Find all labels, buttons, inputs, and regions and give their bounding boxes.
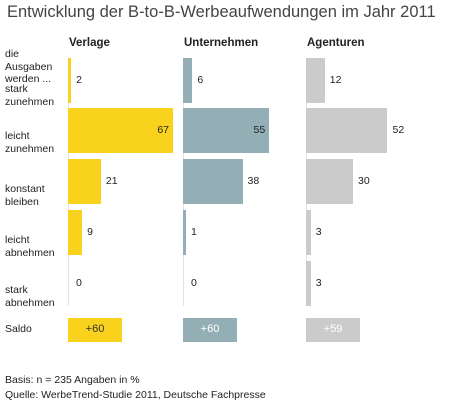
- value-label-unternehmen-leicht-zunehmen: 55: [253, 123, 266, 136]
- bar-verlage-leicht-zunehmen: [68, 108, 173, 153]
- row-label-stark-zunehmen: stark zunehmen: [5, 83, 55, 108]
- saldo-value-agenturen: +59: [323, 323, 343, 335]
- value-label-verlage-konstant-bleiben: 21: [105, 174, 118, 187]
- saldo-bar-verlage: [68, 318, 122, 342]
- saldo-value-unternehmen: +60: [200, 323, 220, 335]
- bar-unternehmen-leicht-abnehmen: [183, 210, 186, 255]
- bar-unternehmen-stark-zunehmen: [183, 58, 193, 103]
- column-header-agenturen: Agenturen: [307, 37, 365, 49]
- column-header-unternehmen: Unternehmen: [184, 37, 259, 49]
- chart-title: Entwicklung der B-to-B-Werbeaufwendungen…: [7, 3, 436, 21]
- value-label-verlage-leicht-abnehmen: 9: [87, 225, 93, 238]
- row-label-konstant-bleiben: konstant bleiben: [5, 183, 45, 208]
- value-label-agenturen-stark-abnehmen: 3: [315, 276, 322, 289]
- value-label-agenturen-stark-zunehmen: 12: [329, 73, 342, 86]
- value-label-verlage-stark-zunehmen: 2: [76, 73, 82, 86]
- value-label-unternehmen-konstant-bleiben: 38: [247, 174, 260, 187]
- bar-agenturen-leicht-zunehmen: [306, 108, 388, 153]
- bar-verlage-leicht-abnehmen: [68, 210, 83, 255]
- saldo-bar-agenturen: [306, 318, 360, 342]
- bar-agenturen-stark-zunehmen: [306, 58, 325, 103]
- footnote-basis: Basis: n = 235 Angaben in %: [5, 374, 140, 386]
- value-label-agenturen-leicht-zunehmen: 52: [392, 123, 405, 136]
- bar-verlage-stark-zunehmen: [68, 58, 72, 103]
- saldo-value-verlage: +60: [85, 323, 105, 335]
- bar-verlage-konstant-bleiben: [68, 159, 101, 204]
- value-label-verlage-leicht-zunehmen: 67: [157, 123, 169, 136]
- footnote-source: Quelle: WerbeTrend-Studie 2011, Deutsche…: [5, 389, 266, 401]
- value-label-verlage-stark-abnehmen: 0: [76, 276, 82, 289]
- bar-agenturen-leicht-abnehmen: [306, 210, 311, 255]
- row-label-saldo: Saldo: [5, 323, 32, 335]
- bar-agenturen-stark-abnehmen: [306, 261, 311, 306]
- row-label-leicht-zunehmen: leicht zunehmen: [5, 130, 55, 155]
- value-label-unternehmen-stark-zunehmen: 6: [197, 73, 204, 86]
- value-label-agenturen-leicht-abnehmen: 3: [315, 225, 322, 238]
- bar-unternehmen-konstant-bleiben: [183, 159, 243, 204]
- saldo-bar-unternehmen: [183, 318, 237, 342]
- bar-unternehmen-leicht-zunehmen: [183, 108, 270, 153]
- row-label-leicht-abnehmen: leicht abnehmen: [5, 234, 55, 259]
- value-label-unternehmen-leicht-abnehmen: 1: [191, 225, 197, 238]
- row-label-stark-abnehmen: stark abnehmen: [5, 284, 55, 309]
- header-row-label: die Ausgaben werden ...: [5, 48, 53, 85]
- value-label-agenturen-konstant-bleiben: 30: [358, 174, 370, 187]
- value-label-unternehmen-stark-abnehmen: 0: [191, 276, 197, 289]
- bar-agenturen-konstant-bleiben: [306, 159, 353, 204]
- column-header-verlage: Verlage: [69, 37, 110, 49]
